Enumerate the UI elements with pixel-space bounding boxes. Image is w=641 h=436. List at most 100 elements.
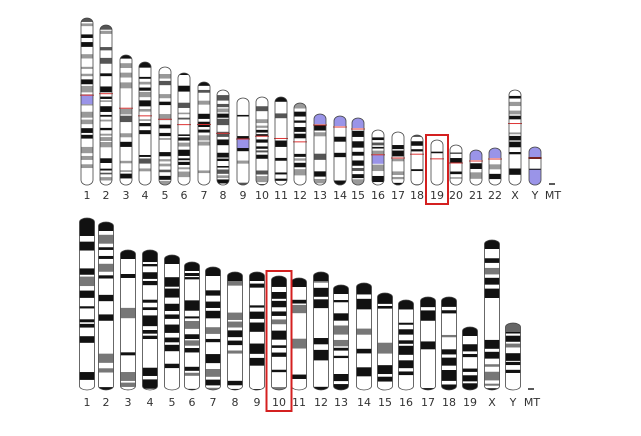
chromosome <box>333 285 349 390</box>
chromosome <box>81 18 93 185</box>
chromosome-body <box>441 297 457 390</box>
band <box>81 66 93 69</box>
band <box>256 150 268 153</box>
band <box>291 374 307 379</box>
centromere <box>398 300 414 309</box>
chromosome-label: 16 <box>399 396 413 409</box>
band <box>217 108 229 113</box>
band <box>313 349 329 361</box>
band <box>392 171 404 175</box>
band <box>333 313 349 321</box>
band <box>450 158 462 163</box>
band <box>217 95 229 101</box>
band <box>139 123 151 127</box>
chromosome-label: 20 <box>449 189 463 202</box>
band <box>392 150 404 157</box>
chromosome-outline <box>99 24 113 186</box>
band <box>356 348 372 354</box>
band <box>450 177 462 179</box>
band <box>217 139 229 146</box>
band <box>314 153 326 160</box>
chromosome-body <box>120 250 136 390</box>
chromosome-outline <box>184 261 200 391</box>
band <box>333 339 349 347</box>
chromosome <box>139 62 151 185</box>
band <box>505 369 521 373</box>
band <box>392 158 404 162</box>
chromosome-label: 21 <box>469 189 483 202</box>
band <box>100 119 112 122</box>
band <box>205 301 221 308</box>
band <box>484 277 500 285</box>
chromosome <box>356 283 372 390</box>
band <box>217 113 229 118</box>
band <box>198 135 210 141</box>
band <box>372 146 384 149</box>
chromosome <box>314 114 326 185</box>
band <box>184 320 200 329</box>
chromosome-label: 11 <box>274 189 288 202</box>
chromosome-body <box>333 285 349 390</box>
band <box>142 272 158 279</box>
chromosome-label: 22 <box>488 189 502 202</box>
band <box>164 337 180 343</box>
chromosome <box>256 97 268 185</box>
band <box>79 306 95 309</box>
chromosome-label: 6 <box>189 396 196 409</box>
band <box>217 118 229 126</box>
band <box>198 100 210 105</box>
band <box>352 179 364 185</box>
chromosome-label: Y <box>509 396 517 409</box>
band <box>509 101 521 107</box>
band <box>377 376 393 382</box>
band <box>392 145 404 150</box>
band <box>120 72 132 78</box>
top-karyotype: 1 2 3 4 5 6 7 8 9 10 11 12 13 14 15 16 17 18 19 20 21 22 X Y MT <box>80 17 561 205</box>
band <box>159 132 171 137</box>
band <box>462 383 478 390</box>
band <box>484 364 500 367</box>
band <box>333 325 349 335</box>
band <box>227 380 243 386</box>
band <box>249 305 265 308</box>
chromosome-body <box>334 116 346 185</box>
chromosome <box>420 297 436 390</box>
band <box>159 163 171 167</box>
band <box>198 113 210 119</box>
chromosome <box>198 82 210 185</box>
band <box>470 172 482 179</box>
chromosome <box>120 55 132 185</box>
heterochromatin <box>81 95 93 105</box>
band <box>184 277 200 280</box>
band <box>509 168 521 175</box>
band <box>184 273 200 277</box>
band <box>256 106 268 112</box>
chromosome-outline <box>293 102 307 186</box>
band <box>372 142 384 146</box>
band <box>120 115 132 123</box>
chromosome-outline <box>249 271 265 391</box>
band <box>271 387 287 390</box>
chromosome-label: 17 <box>421 396 435 409</box>
chromosome <box>489 148 501 185</box>
band <box>164 344 180 352</box>
chromosome-label: Y <box>531 189 539 202</box>
band <box>256 176 268 183</box>
band <box>217 152 229 158</box>
chromosome <box>441 297 457 390</box>
band <box>377 365 393 375</box>
band <box>142 367 158 376</box>
band <box>256 139 268 143</box>
band <box>441 310 457 314</box>
band <box>100 133 112 136</box>
band <box>178 73 190 75</box>
satellite <box>470 150 482 160</box>
chromosome-outline <box>505 322 521 391</box>
band <box>120 274 136 278</box>
band <box>205 338 221 343</box>
chromosome-label: 10 <box>255 189 269 202</box>
band <box>79 336 95 343</box>
chromosome-label: 14 <box>333 189 347 202</box>
band <box>227 388 243 390</box>
